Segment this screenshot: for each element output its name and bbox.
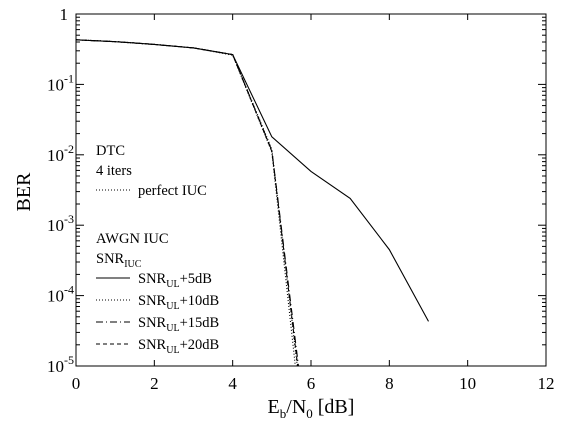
legend-label-snr15: SNRUL+15dB bbox=[138, 315, 219, 334]
x-tick-label: 2 bbox=[150, 374, 159, 393]
y-tick-label: 10-5 bbox=[47, 353, 74, 376]
series-line-snr20 bbox=[75, 39, 299, 367]
y-tick-label: 10-4 bbox=[47, 283, 74, 306]
axis-ticks bbox=[75, 13, 547, 367]
y-tick-label: 10-3 bbox=[47, 212, 74, 235]
series-lines bbox=[75, 39, 429, 367]
legend-label-snr5: SNRUL+5dB bbox=[138, 271, 212, 290]
y-tick-label: 10-2 bbox=[47, 142, 74, 165]
x-tick-label: 12 bbox=[538, 374, 555, 393]
legend-title-awgn: AWGN IUC bbox=[96, 231, 169, 247]
legend: DTC 4 iters perfect IUC AWGN IUC SNRIUC … bbox=[96, 143, 219, 356]
x-tick-label: 8 bbox=[385, 374, 394, 393]
y-tick-label: 1 bbox=[60, 5, 69, 24]
x-axis-title: Eb/N0 [dB] bbox=[268, 396, 355, 421]
y-tick-label: 10-1 bbox=[47, 71, 74, 94]
legend-title-dtc: DTC bbox=[96, 143, 125, 159]
legend-label-snr20: SNRUL+20dB bbox=[138, 337, 219, 356]
legend-title-iters: 4 iters bbox=[96, 163, 132, 179]
x-tick-label: 10 bbox=[459, 374, 476, 393]
legend-title-snr-iuc: SNRIUC bbox=[96, 251, 142, 270]
y-axis-title: BER bbox=[13, 172, 35, 212]
x-tick-label: 0 bbox=[72, 374, 81, 393]
legend-label-snr10: SNRUL+10dB bbox=[138, 293, 219, 312]
series-line-snr5 bbox=[75, 39, 429, 322]
x-tick-label: 4 bbox=[228, 374, 237, 393]
legend-label-perfect: perfect IUC bbox=[138, 183, 207, 199]
series-line-snr15 bbox=[75, 39, 300, 367]
x-tick-label: 6 bbox=[307, 374, 316, 393]
axis-tick-labels: 0 2 4 6 8 10 12 1 10-1 10-2 10-3 10-4 10-5 bbox=[47, 5, 555, 393]
